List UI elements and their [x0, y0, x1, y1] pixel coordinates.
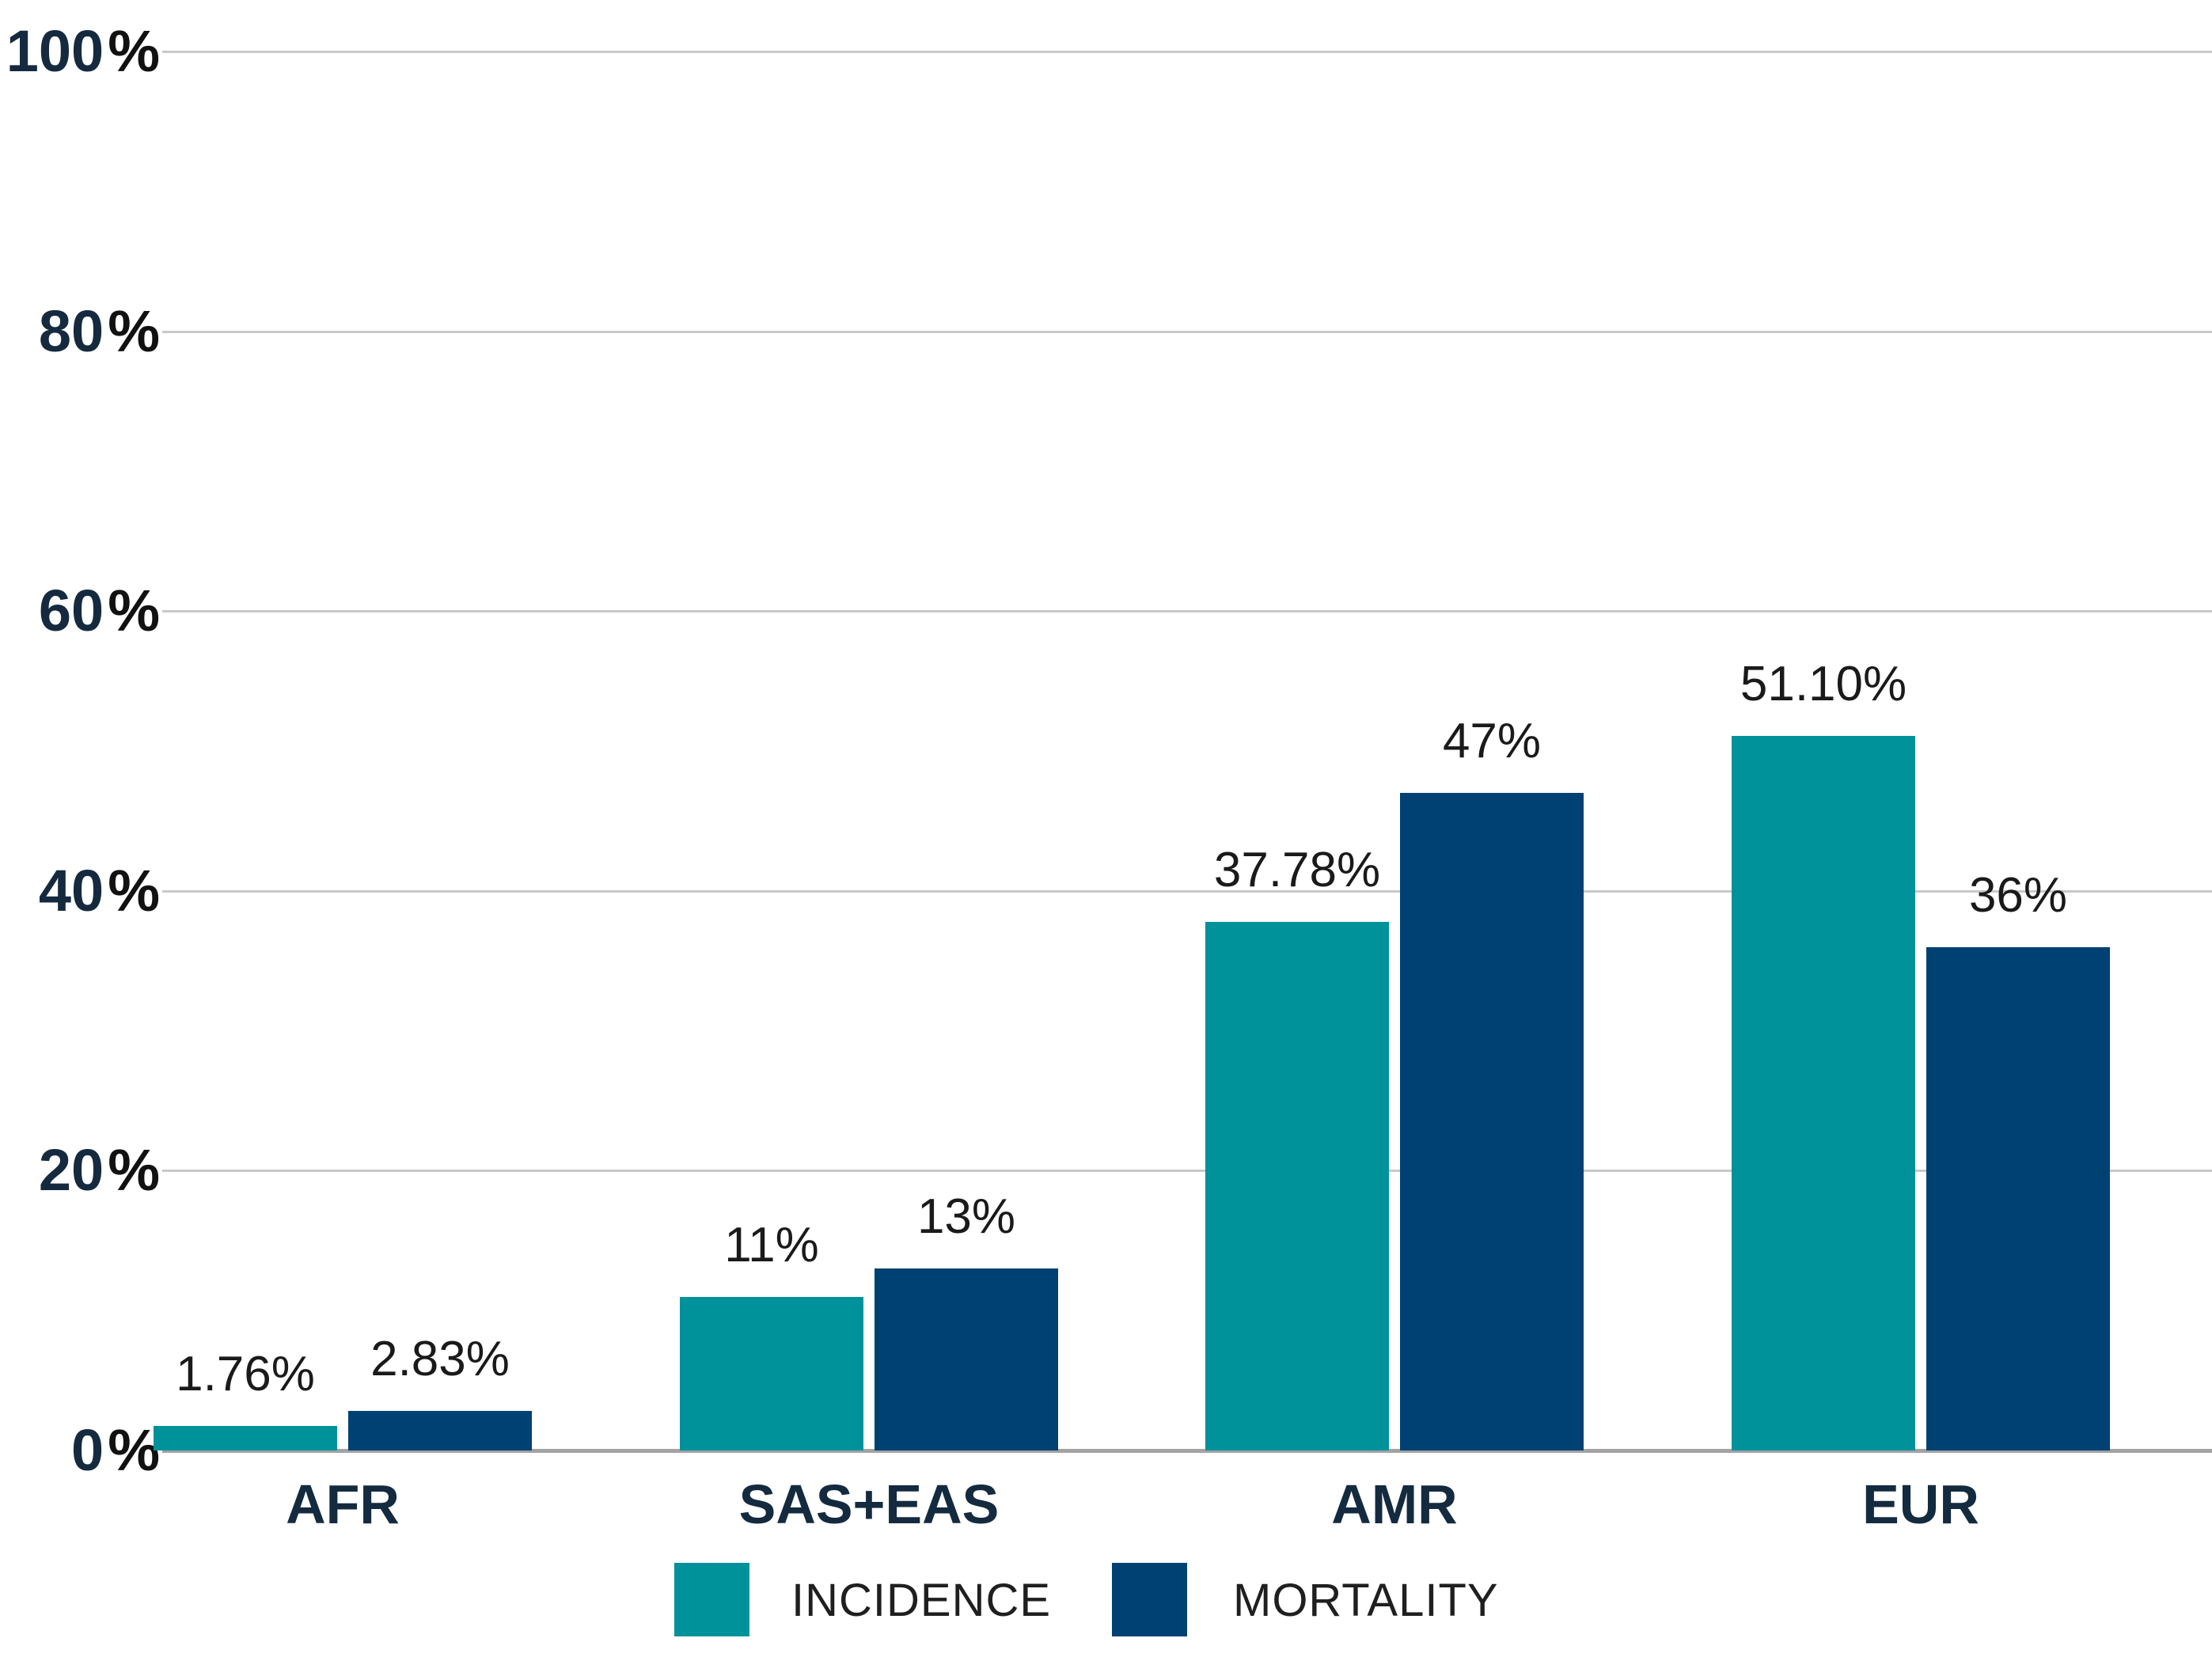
legend-label-mortality: MORTALITY — [1233, 1575, 1499, 1626]
legend-swatch-incidence — [674, 1563, 749, 1636]
legend-label-incidence: INCIDENCE — [791, 1575, 1052, 1626]
bar-mortality-afr — [348, 1411, 532, 1450]
y-axis-label-80: 80% — [0, 298, 160, 365]
bar-mortality-amr — [1400, 793, 1584, 1450]
axis-baseline — [162, 1449, 2212, 1453]
gridline-80pct — [162, 330, 2212, 333]
bar-incidence-afr — [154, 1426, 337, 1450]
bar-mortality-eur — [1926, 947, 2110, 1450]
gridline-100pct — [162, 51, 2212, 53]
percent-sign: % — [108, 18, 160, 84]
x-axis-label-sas-eas: SAS+EAS — [738, 1473, 1000, 1535]
percent-sign: % — [108, 1137, 160, 1204]
percent-sign: % — [108, 578, 160, 644]
bar-mortality-sas-eas — [875, 1268, 1058, 1450]
bar-label-mortality-amr: 47% — [1442, 714, 1542, 768]
gridline-40pct — [162, 889, 2212, 893]
y-axis-label-40: 40% — [0, 858, 160, 924]
y-axis-label-20: 20% — [0, 1137, 160, 1204]
x-axis-label-amr: AMR — [1331, 1473, 1458, 1535]
bar-label-incidence-afr: 1.76% — [176, 1347, 315, 1401]
y-axis-label-100: 100% — [0, 18, 160, 85]
x-axis-label-afr: AFR — [286, 1473, 400, 1535]
percent-sign: % — [108, 857, 160, 923]
bar-label-mortality-eur: 36% — [1968, 868, 2068, 923]
gridline-60pct — [162, 610, 2212, 613]
percent-sign: % — [108, 298, 160, 364]
y-axis-tick-number: 100 — [6, 18, 104, 84]
y-axis-tick-number: 0 — [71, 1417, 104, 1483]
bar-incidence-amr — [1205, 922, 1389, 1450]
bar-incidence-sas-eas — [680, 1297, 863, 1450]
y-axis-label-0: 0% — [0, 1417, 160, 1484]
legend-swatch-mortality — [1112, 1563, 1187, 1636]
bar-label-incidence-amr: 37.78% — [1213, 843, 1381, 897]
y-axis-label-60: 60% — [0, 578, 160, 644]
y-axis-tick-number: 40 — [38, 857, 104, 923]
bar-label-mortality-afr: 2.83% — [370, 1332, 510, 1386]
gridline-20pct — [162, 1170, 2212, 1173]
x-axis-label-eur: EUR — [1862, 1473, 1979, 1535]
percent-sign: % — [108, 1417, 160, 1483]
y-axis-tick-number: 60 — [38, 578, 104, 644]
y-axis-tick-number: 20 — [38, 1137, 104, 1204]
bar-incidence-eur — [1732, 736, 1915, 1450]
bar-label-incidence-eur: 51.10% — [1740, 657, 1907, 711]
bar-label-mortality-sas-eas: 13% — [916, 1189, 1016, 1244]
y-axis-tick-number: 80 — [38, 298, 104, 364]
bar-label-incidence-sas-eas: 11% — [724, 1218, 819, 1272]
